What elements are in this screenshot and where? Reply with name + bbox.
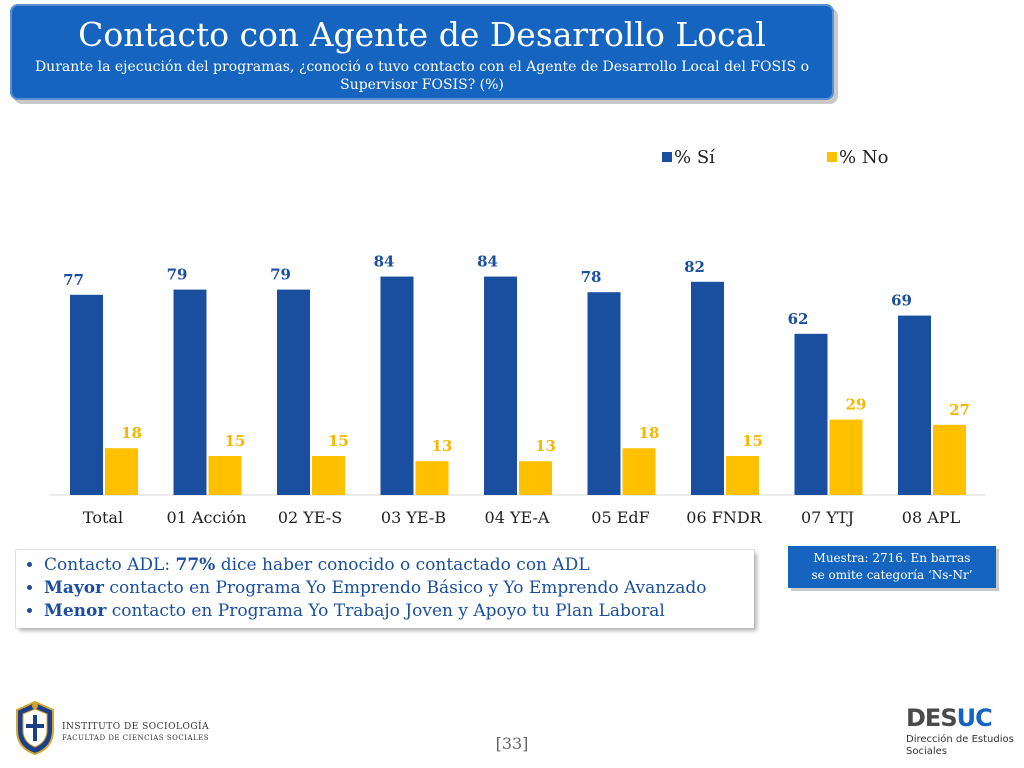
desuc-wordmark: DESUC: [906, 704, 993, 732]
bar-no-1: [208, 456, 242, 495]
data-label-no-6: 15: [742, 432, 763, 450]
bar-no-3: [415, 461, 449, 495]
data-label-no-7: 29: [846, 396, 867, 414]
category-label-7: 07 YTJ: [801, 508, 854, 527]
data-label-no-4: 13: [535, 437, 556, 455]
data-label-si-7: 62: [788, 310, 809, 328]
category-label-0: Total: [83, 508, 123, 527]
bar-si-7: [794, 333, 828, 495]
category-label-2: 02 YE-S: [278, 508, 342, 527]
bar-si-8: [898, 315, 931, 495]
data-label-si-6: 82: [684, 258, 705, 276]
sample-note-line1: Muestra: 2716. En barras: [813, 551, 971, 565]
category-label-1: 01 Acción: [167, 508, 247, 527]
bar-si-2: [277, 289, 310, 495]
page-subtitle: Durante la ejecución del programas, ¿con…: [34, 59, 810, 93]
data-label-no-8: 27: [949, 401, 970, 419]
data-label-no-2: 15: [328, 432, 349, 450]
faculty-name: FACULTAD DE CIENCIAS SOCIALES: [62, 734, 210, 742]
data-label-si-4: 84: [477, 253, 498, 271]
findings-box: Contacto ADL: 77% dice haber conocido o …: [16, 550, 754, 628]
legend-label-si: % Sí: [674, 147, 715, 168]
institute-name: INSTITUTO DE SOCIOLOGÍA: [62, 722, 210, 732]
data-label-si-3: 84: [374, 253, 395, 271]
bar-no-0: [105, 448, 138, 495]
data-label-si-0: 77: [63, 271, 84, 289]
finding-emphasis: 77%: [175, 555, 216, 575]
bar-si-6: [691, 281, 724, 495]
category-label-3: 03 YE-B: [381, 508, 446, 527]
bar-no-8: [933, 424, 966, 495]
data-label-no-1: 15: [225, 432, 246, 450]
bar-no-6: [726, 456, 759, 495]
finding-emphasis: Menor: [44, 601, 107, 621]
university-crest-icon: [16, 700, 54, 756]
bar-no-7: [829, 419, 863, 495]
legend-swatch-si: [662, 152, 672, 162]
data-label-no-0: 18: [121, 424, 142, 442]
data-label-si-8: 69: [891, 292, 912, 310]
sample-note: Muestra: 2716. En barras se omite catego…: [788, 546, 996, 588]
category-label-6: 06 FNDR: [686, 508, 762, 527]
page-number: [33]: [495, 734, 529, 753]
category-label-5: 05 EdF: [591, 508, 649, 527]
finding-item: Contacto ADL: 77% dice haber conocido o …: [44, 554, 744, 577]
bar-si-0: [70, 294, 103, 495]
data-label-no-5: 18: [639, 424, 660, 442]
category-label-8: 08 APL: [902, 508, 961, 527]
data-label-si-1: 79: [167, 266, 188, 284]
title-banner: Contacto con Agente de Desarrollo Local …: [10, 4, 834, 100]
bar-no-4: [519, 461, 552, 495]
bar-si-3: [380, 276, 414, 495]
finding-emphasis: Mayor: [44, 578, 105, 598]
bar-no-2: [312, 456, 345, 495]
desuc-subtitle: Dirección de Estudios Sociales: [906, 734, 1014, 757]
sample-note-line2: se omite categoría ‘Ns-Nr’: [811, 568, 973, 582]
category-label-4: 04 YE-A: [485, 508, 550, 527]
chart-legend: % Sí % No: [662, 147, 888, 168]
finding-item: Menor contacto en Programa Yo Trabajo Jo…: [44, 600, 744, 623]
page-title: Contacto con Agente de Desarrollo Local: [78, 15, 766, 54]
bar-no-5: [622, 448, 656, 495]
data-label-si-2: 79: [270, 266, 291, 284]
data-label-si-5: 78: [581, 268, 602, 286]
legend-swatch-no: [827, 152, 837, 162]
institute-label: INSTITUTO DE SOCIOLOGÍA FACULTAD DE CIEN…: [62, 722, 209, 744]
bar-chart: % Sí % No 77 18 Total 79 15 01 Acción 79 15 02 YE…: [50, 147, 985, 527]
bar-si-1: [173, 289, 207, 495]
bar-si-4: [484, 276, 517, 495]
findings-list: Contacto ADL: 77% dice haber conocido o …: [26, 554, 744, 623]
finding-item: Mayor contacto en Programa Yo Emprendo B…: [44, 577, 744, 600]
legend-label-no: % No: [839, 147, 888, 168]
bar-si-5: [587, 292, 621, 495]
data-label-no-3: 13: [432, 437, 453, 455]
desuc-logo: DESUC Dirección de Estudios Sociales: [906, 704, 1014, 758]
